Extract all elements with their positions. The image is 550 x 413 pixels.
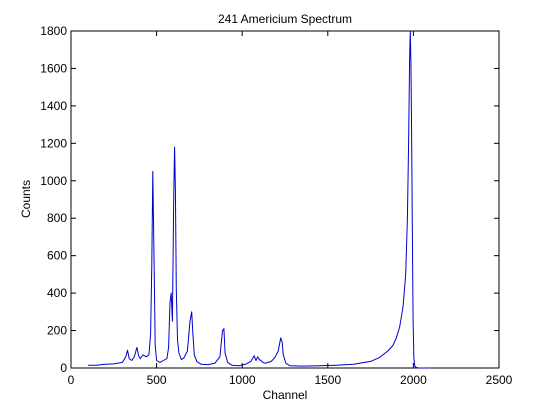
y-tick-label: 1400 xyxy=(40,99,67,113)
series-line xyxy=(88,30,431,369)
x-tick-label: 500 xyxy=(147,373,167,387)
chart-title: 241 Americium Spectrum xyxy=(218,12,352,26)
y-tick-label: 400 xyxy=(47,286,67,300)
axis-ticks: 0 500 1000 1500 2000 2500 0 200 400 600 800 1000 120… xyxy=(40,24,512,387)
x-tick-label: 2500 xyxy=(486,373,513,387)
series-layer xyxy=(88,30,431,369)
x-tick-label: 1000 xyxy=(229,373,256,387)
y-axis-title: Counts xyxy=(19,180,33,218)
y-tick-label: 0 xyxy=(60,361,67,375)
y-tick-label: 800 xyxy=(47,211,67,225)
x-tick-label: 0 xyxy=(68,373,75,387)
x-tick-label: 2000 xyxy=(400,373,427,387)
x-tick-label: 1500 xyxy=(314,373,341,387)
y-tick-label: 1600 xyxy=(40,61,67,75)
plot-area xyxy=(70,30,500,369)
y-tick-label: 1800 xyxy=(40,24,67,38)
y-tick-label: 1200 xyxy=(40,136,67,150)
y-tick-label: 600 xyxy=(47,249,67,263)
y-tick-label: 200 xyxy=(47,324,67,338)
y-tick-label: 1000 xyxy=(40,174,67,188)
x-axis-title: Channel xyxy=(263,388,308,402)
